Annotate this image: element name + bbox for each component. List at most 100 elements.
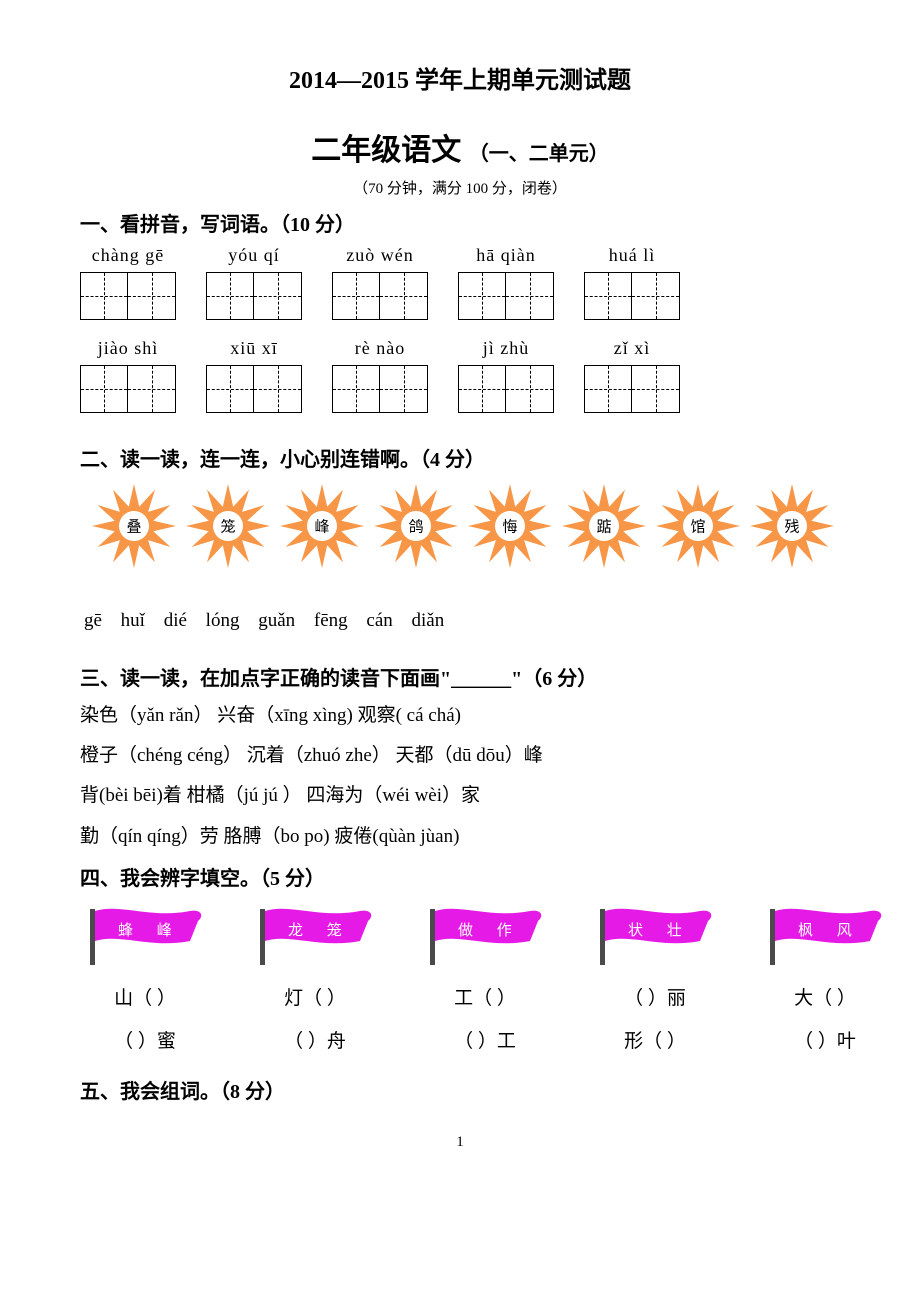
q3-heading: 三、读一读，在加点字正确的读音下面画"______"（6 分）: [80, 662, 840, 691]
write-box-pair: [332, 365, 428, 413]
flag-icon: 蜂 峰: [80, 905, 210, 965]
flag-column: 做 作 工（ ） （ ）工: [420, 905, 550, 1061]
flag-icon: 状 壮: [590, 905, 720, 965]
write-box-pair: [584, 365, 680, 413]
fill-line: 灯（ ）: [284, 983, 346, 1010]
pinyin-group: zuò wén: [332, 245, 428, 320]
write-cell: [506, 272, 554, 320]
write-cell: [206, 365, 254, 413]
title-year: 2014—2015 学年上期单元测试题: [80, 60, 840, 95]
flag-chars: 龙 笼: [288, 919, 352, 940]
pinyin-label: jiào shì: [98, 338, 159, 359]
flag-row: 蜂 峰 山（ ） （ ）蜜 龙 笼 灯（ ） （ ）舟 做 作 工（ ） （ ）…: [80, 905, 840, 1061]
star-icon: 馆: [654, 482, 742, 570]
title-units: （一、二单元）: [469, 143, 609, 165]
write-box-pair: [206, 365, 302, 413]
flag-chars: 枫 风: [798, 919, 862, 940]
pinyin-label: zuò wén: [346, 245, 413, 266]
q5-heading: 五、我会组词。（8 分）: [80, 1075, 840, 1104]
write-box-pair: [584, 272, 680, 320]
star-icon: 笼: [184, 482, 272, 570]
write-box-pair: [458, 272, 554, 320]
q1-heading: 一、看拼音，写词语。（10 分）: [80, 208, 840, 237]
star-char: 馆: [690, 516, 705, 537]
pinyin-label: jì zhù: [483, 338, 530, 359]
write-cell: [632, 365, 680, 413]
star-icon: 残: [748, 482, 836, 570]
fill-line: 大（ ）: [794, 983, 856, 1010]
flag-chars: 做 作: [458, 919, 522, 940]
flag-column: 蜂 峰 山（ ） （ ）蜜: [80, 905, 210, 1061]
pinyin-group: hā qiàn: [458, 245, 554, 320]
write-cell: [506, 365, 554, 413]
q1-row2: jiào shì xiū xī rè nào jì zhù zǐ xì: [80, 338, 840, 413]
pinyin-label: chàng gē: [92, 245, 164, 266]
pinyin-group: jiào shì: [80, 338, 176, 413]
write-box-pair: [332, 272, 428, 320]
pinyin-group: chàng gē: [80, 245, 176, 320]
flag-column: 枫 风 大（ ） （ ）叶: [760, 905, 890, 1061]
q3-line: 橙子（chéng céng） 沉着（zhuó zhe） 天都（dū dōu）峰: [80, 739, 840, 773]
write-cell: [584, 365, 632, 413]
write-cell: [80, 272, 128, 320]
flag-column: 龙 笼 灯（ ） （ ）舟: [250, 905, 380, 1061]
fill-line: 工（ ）: [454, 983, 516, 1010]
pinyin-group: rè nào: [332, 338, 428, 413]
write-cell: [332, 272, 380, 320]
pinyin-label: yóu qí: [228, 245, 280, 266]
page-number: 1: [80, 1134, 840, 1151]
q2-pinyin-line: gē huǐ dié lóng guǎn fēng cán diǎn: [84, 610, 840, 632]
exam-info: （70 分钟，满分 100 分，闭卷）: [80, 177, 840, 198]
star-char: 叠: [126, 516, 141, 537]
q2-heading: 二、读一读，连一连，小心别连错啊。（4 分）: [80, 443, 840, 472]
fill-line: （ ）丽: [624, 983, 686, 1010]
write-cell: [584, 272, 632, 320]
write-box-pair: [80, 272, 176, 320]
write-cell: [128, 365, 176, 413]
write-cell: [254, 365, 302, 413]
star-row: 叠 笼 峰 鸽 悔 踮 馆 残: [90, 482, 840, 570]
pinyin-group: yóu qí: [206, 245, 302, 320]
pinyin-group: jì zhù: [458, 338, 554, 413]
pinyin-group: xiū xī: [206, 338, 302, 413]
write-box-pair: [458, 365, 554, 413]
title-subject: 二年级语文 （一、二单元）: [80, 125, 840, 169]
write-cell: [458, 272, 506, 320]
write-cell: [332, 365, 380, 413]
write-cell: [80, 365, 128, 413]
flag-chars: 蜂 峰: [118, 919, 182, 940]
q3-line: 勤（qín qíng）劳 胳膊（bo po) 疲倦(qùàn jùan): [80, 820, 840, 854]
star-char: 残: [784, 516, 799, 537]
star-icon: 踮: [560, 482, 648, 570]
write-box-pair: [206, 272, 302, 320]
fill-line: 山（ ）: [114, 983, 176, 1010]
write-cell: [380, 365, 428, 413]
q4-heading: 四、我会辨字填空。（5 分）: [80, 862, 840, 891]
fill-line: （ ）舟: [284, 1026, 346, 1053]
fill-line: （ ）蜜: [114, 1026, 176, 1053]
pinyin-label: huá lì: [609, 245, 656, 266]
pinyin-group: huá lì: [584, 245, 680, 320]
write-cell: [632, 272, 680, 320]
fill-line: （ ）工: [454, 1026, 516, 1053]
star-icon: 鸽: [372, 482, 460, 570]
star-icon: 叠: [90, 482, 178, 570]
pinyin-label: hā qiàn: [476, 245, 535, 266]
pinyin-group: zǐ xì: [584, 338, 680, 413]
star-icon: 峰: [278, 482, 366, 570]
write-cell: [128, 272, 176, 320]
flag-icon: 枫 风: [760, 905, 890, 965]
write-cell: [254, 272, 302, 320]
star-icon: 悔: [466, 482, 554, 570]
write-box-pair: [80, 365, 176, 413]
flag-icon: 龙 笼: [250, 905, 380, 965]
q3-line: 染色（yǎn rǎn） 兴奋（xīng xìng) 观察( cá chá): [80, 699, 840, 733]
star-char: 峰: [314, 516, 329, 537]
q3-line: 背(bèi bēi)着 柑橘（jú jú ） 四海为（wéi wèi）家: [80, 779, 840, 813]
write-cell: [380, 272, 428, 320]
star-char: 悔: [502, 516, 517, 537]
fill-line: 形（ ）: [624, 1026, 686, 1053]
flag-icon: 做 作: [420, 905, 550, 965]
fill-line: （ ）叶: [794, 1026, 856, 1053]
star-char: 踮: [596, 516, 611, 537]
